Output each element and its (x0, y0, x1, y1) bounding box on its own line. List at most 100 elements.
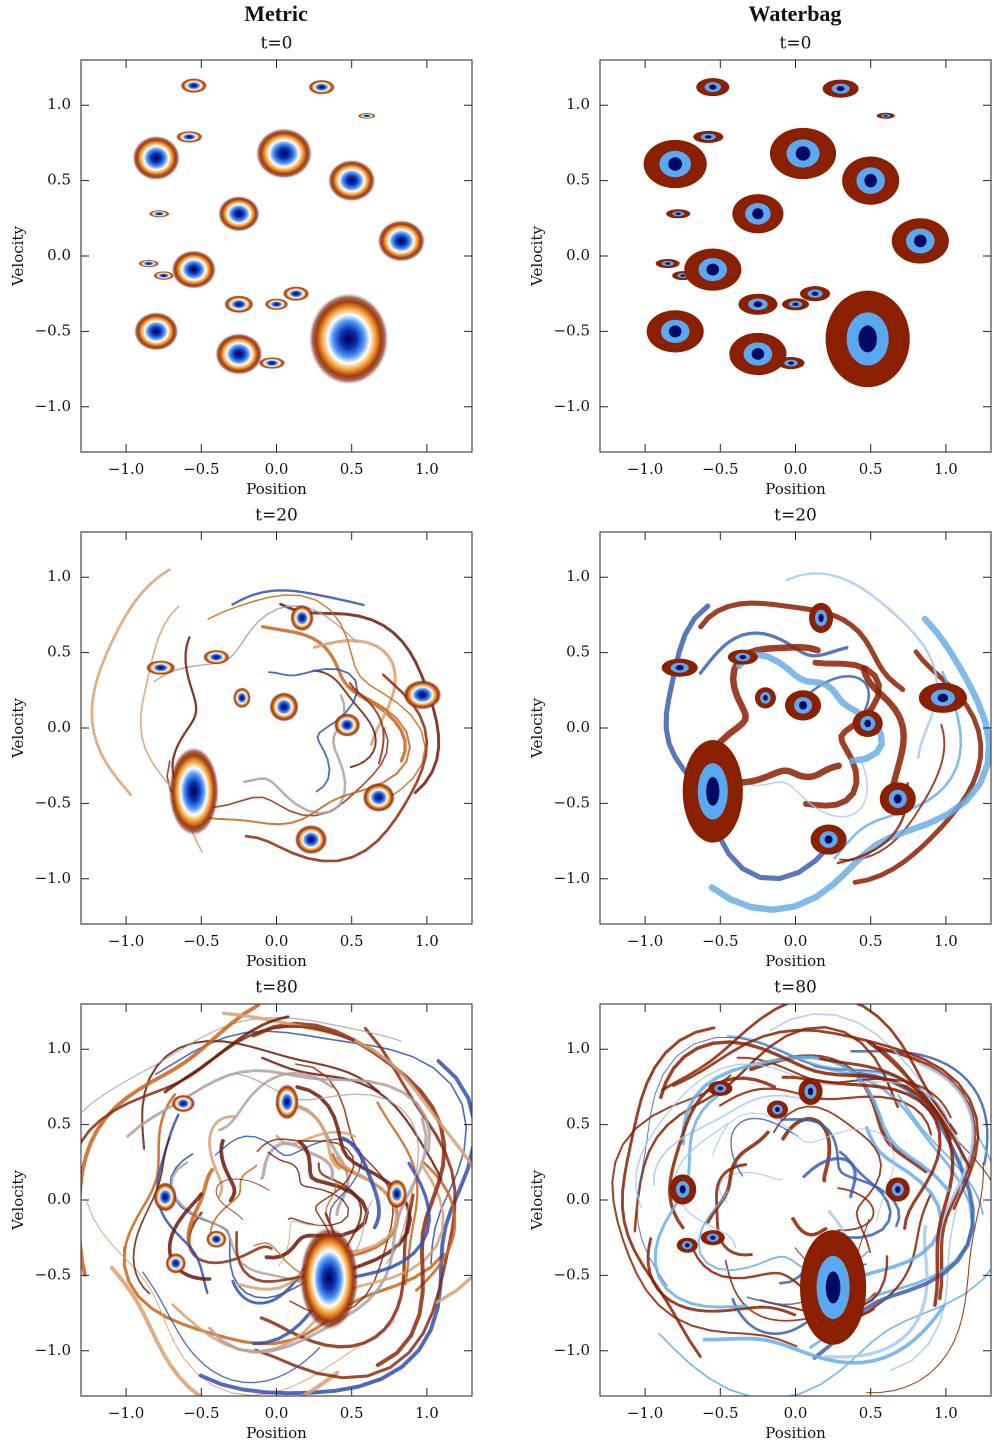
vortex (217, 195, 260, 232)
filament (819, 1057, 971, 1169)
vortex (175, 130, 203, 143)
filament (791, 1217, 828, 1237)
filament (653, 1094, 816, 1186)
x-tick-label: 1.0 (934, 460, 958, 478)
vortex (729, 332, 787, 376)
filament (167, 1192, 212, 1281)
y-tick-label: −0.5 (554, 1265, 590, 1283)
filament (781, 1075, 942, 1230)
vortex (153, 1181, 178, 1213)
vortex (879, 782, 916, 816)
filament (109, 1265, 340, 1396)
filament (295, 1085, 413, 1286)
vortex-core (679, 1185, 686, 1194)
y-tick-label: −1.0 (35, 869, 71, 887)
filament (219, 1138, 237, 1203)
vortex (700, 1230, 725, 1246)
x-tick-label: 1.0 (415, 460, 439, 478)
filament (866, 1162, 984, 1394)
filament (215, 1178, 270, 1220)
filament (231, 589, 365, 607)
x-tick-label: 0.5 (340, 460, 364, 478)
x-tick-label: 0.0 (784, 460, 808, 478)
vortex (643, 139, 707, 189)
filament (81, 1004, 261, 1277)
panel-title: t=80 (774, 978, 817, 998)
vortex-core (895, 1186, 901, 1193)
y-axis-label: Velocity (528, 1170, 546, 1231)
y-tick-label: 0.0 (566, 718, 590, 736)
filament (635, 1063, 951, 1208)
filament (802, 659, 883, 809)
vortex (676, 1237, 698, 1253)
vortex-core (675, 212, 681, 216)
filament (376, 1101, 419, 1286)
vortex-core (706, 263, 720, 276)
vortex (171, 1094, 196, 1113)
filament (711, 1112, 895, 1222)
vortex (148, 210, 170, 218)
vortex (852, 709, 883, 738)
vortex (171, 249, 217, 290)
vortex (165, 1252, 187, 1274)
vortex (708, 1080, 733, 1096)
plot-area (90, 568, 442, 863)
x-tick-label: 0.0 (265, 1404, 289, 1422)
filament (706, 1130, 770, 1224)
vortex (738, 293, 778, 315)
y-tick-label: −1.0 (554, 869, 590, 887)
vortex (274, 1083, 300, 1121)
filament (668, 1076, 777, 1230)
x-axis-label: Position (765, 480, 826, 498)
filament (244, 673, 429, 863)
x-tick-label: −0.5 (702, 932, 738, 950)
filament (122, 1246, 446, 1346)
vortex (918, 682, 967, 713)
panel-title: t=0 (780, 34, 812, 54)
x-tick-label: −1.0 (627, 932, 663, 950)
filament (214, 1135, 363, 1223)
x-tick-label: −0.5 (702, 460, 738, 478)
vortex-core (684, 1243, 690, 1248)
panel-title: t=0 (261, 34, 293, 54)
vortex (377, 219, 426, 263)
vortex (693, 130, 724, 143)
vortex (646, 310, 704, 353)
filament (200, 684, 411, 826)
vortex-core (864, 719, 871, 728)
x-tick-label: −1.0 (108, 1404, 144, 1422)
vortex (333, 712, 361, 738)
vortex (800, 1230, 867, 1345)
filament (251, 1021, 447, 1368)
vortex-core (709, 84, 717, 90)
vortex (669, 1174, 697, 1205)
vortex-core (858, 325, 877, 353)
column-title: Waterbag (749, 1, 842, 26)
vortex (386, 1178, 408, 1210)
y-axis-label: Velocity (528, 698, 546, 759)
filament (86, 1200, 396, 1396)
vortex (682, 740, 743, 843)
vortex (308, 79, 336, 95)
x-tick-label: 1.0 (934, 932, 958, 950)
vortex (684, 248, 742, 291)
vortex (132, 135, 181, 181)
filament (866, 1040, 955, 1307)
column-title: Metric (244, 1, 308, 26)
vortex-core (752, 208, 764, 220)
y-tick-label: 0.0 (47, 1190, 71, 1208)
vortex (766, 1100, 788, 1119)
filament (918, 1062, 975, 1245)
y-axis-label: Velocity (528, 226, 546, 287)
y-tick-label: 0.0 (47, 718, 71, 736)
vortex-core (937, 693, 949, 703)
panel: −1.0 −0.5 0.0 0.5 1.0 −1.0 −0.5 0.0 0.5 1.0 t=80 Po… (528, 978, 992, 1442)
plot-area (611, 1004, 991, 1396)
filament (837, 1187, 875, 1232)
x-tick-label: −1.0 (627, 1404, 663, 1422)
filament (633, 1025, 899, 1233)
panel-title: t=80 (255, 978, 298, 998)
vortex-core (795, 146, 811, 161)
filament (209, 1164, 258, 1245)
y-tick-label: 0.5 (566, 1115, 590, 1133)
